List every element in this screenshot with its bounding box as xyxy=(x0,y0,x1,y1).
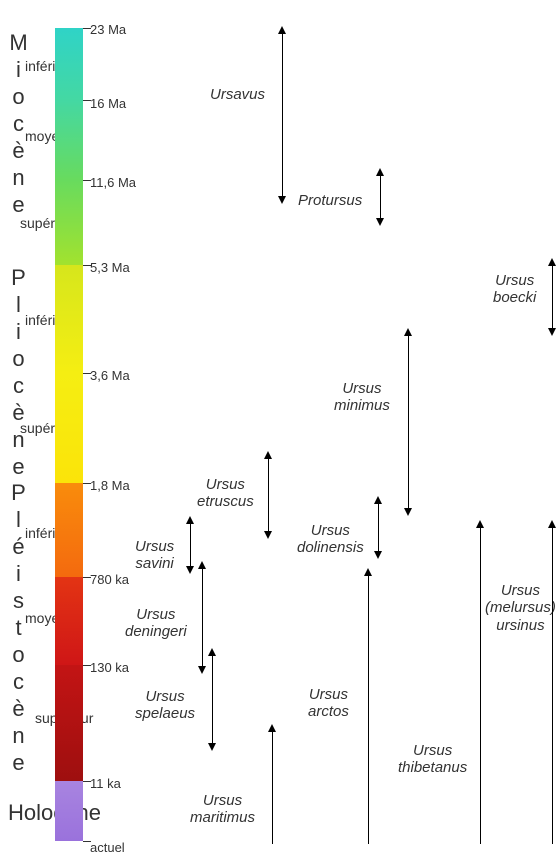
taxon-label: Ursusarctos xyxy=(308,686,349,721)
time-mark: 130 ka xyxy=(90,660,129,675)
range-line xyxy=(480,524,481,844)
color-segment xyxy=(55,180,83,265)
taxon-label: Ursusminimus xyxy=(334,380,390,415)
arrow-up-icon xyxy=(278,26,286,34)
arrow-down-icon xyxy=(208,743,216,751)
range-line xyxy=(202,565,203,670)
color-segment xyxy=(55,373,83,483)
arrow-down-icon xyxy=(548,328,556,336)
range-line xyxy=(380,172,381,222)
time-mark: actuel xyxy=(90,840,125,855)
time-mark: 11,6 Ma xyxy=(90,175,136,190)
range-line xyxy=(212,652,213,747)
arrow-down-icon xyxy=(278,196,286,204)
time-mark: 1,8 Ma xyxy=(90,478,130,493)
range-line xyxy=(408,332,409,512)
color-segment xyxy=(55,577,83,665)
taxon-label: Ursus(melursus)ursinus xyxy=(485,582,556,634)
color-segment xyxy=(55,781,83,841)
taxon-label: Ursusdeningeri xyxy=(125,606,187,641)
arrow-down-icon xyxy=(404,508,412,516)
taxon-label: Ursusmaritimus xyxy=(190,792,255,827)
arrow-up-icon xyxy=(186,516,194,524)
color-segment xyxy=(55,265,83,373)
arrow-up-icon xyxy=(208,648,216,656)
epoch-pliocene: Pliocène xyxy=(5,265,31,481)
arrow-up-icon xyxy=(376,168,384,176)
arrow-up-icon xyxy=(264,451,272,459)
time-mark: 23 Ma xyxy=(90,22,126,37)
range-line xyxy=(190,520,191,570)
time-mark: 3,6 Ma xyxy=(90,368,130,383)
arrow-down-icon xyxy=(198,666,206,674)
arrow-up-icon xyxy=(548,258,556,266)
arrow-up-icon xyxy=(548,520,556,528)
range-line xyxy=(368,572,369,844)
arrow-up-icon xyxy=(364,568,372,576)
arrow-up-icon xyxy=(268,724,276,732)
time-mark: 16 Ma xyxy=(90,96,126,111)
time-mark: 5,3 Ma xyxy=(90,260,130,275)
arrow-down-icon xyxy=(376,218,384,226)
range-line xyxy=(552,524,553,844)
timeline-canvas: Miocène Pliocène Pléistocène Holocène in… xyxy=(0,0,559,855)
arrow-up-icon xyxy=(374,496,382,504)
taxon-label: Protursus xyxy=(298,192,362,209)
arrow-up-icon xyxy=(198,561,206,569)
color-segment xyxy=(55,100,83,180)
range-line xyxy=(268,455,269,535)
taxon-label: Ursussavini xyxy=(135,538,174,573)
epoch-pliocene-text: Pliocène xyxy=(6,265,31,481)
range-line xyxy=(282,30,283,200)
arrow-up-icon xyxy=(404,328,412,336)
taxon-label: Ursusetruscus xyxy=(197,476,254,511)
color-segment xyxy=(55,28,83,100)
taxon-label: Ursusdolinensis xyxy=(297,522,364,557)
taxon-label: Ursavus xyxy=(210,86,265,103)
arrow-up-icon xyxy=(476,520,484,528)
color-segment xyxy=(55,483,83,577)
range-line xyxy=(378,500,379,555)
arrow-down-icon xyxy=(186,566,194,574)
taxon-label: Ursusboecki xyxy=(493,272,536,307)
time-mark: 780 ka xyxy=(90,572,129,587)
color-segment xyxy=(55,665,83,781)
range-line xyxy=(552,262,553,332)
taxon-label: Ursusthibetanus xyxy=(398,742,467,777)
taxon-label: Ursusspelaeus xyxy=(135,688,195,723)
time-mark: 11 ka xyxy=(90,776,121,791)
range-line xyxy=(272,728,273,844)
arrow-down-icon xyxy=(374,551,382,559)
arrow-down-icon xyxy=(264,531,272,539)
